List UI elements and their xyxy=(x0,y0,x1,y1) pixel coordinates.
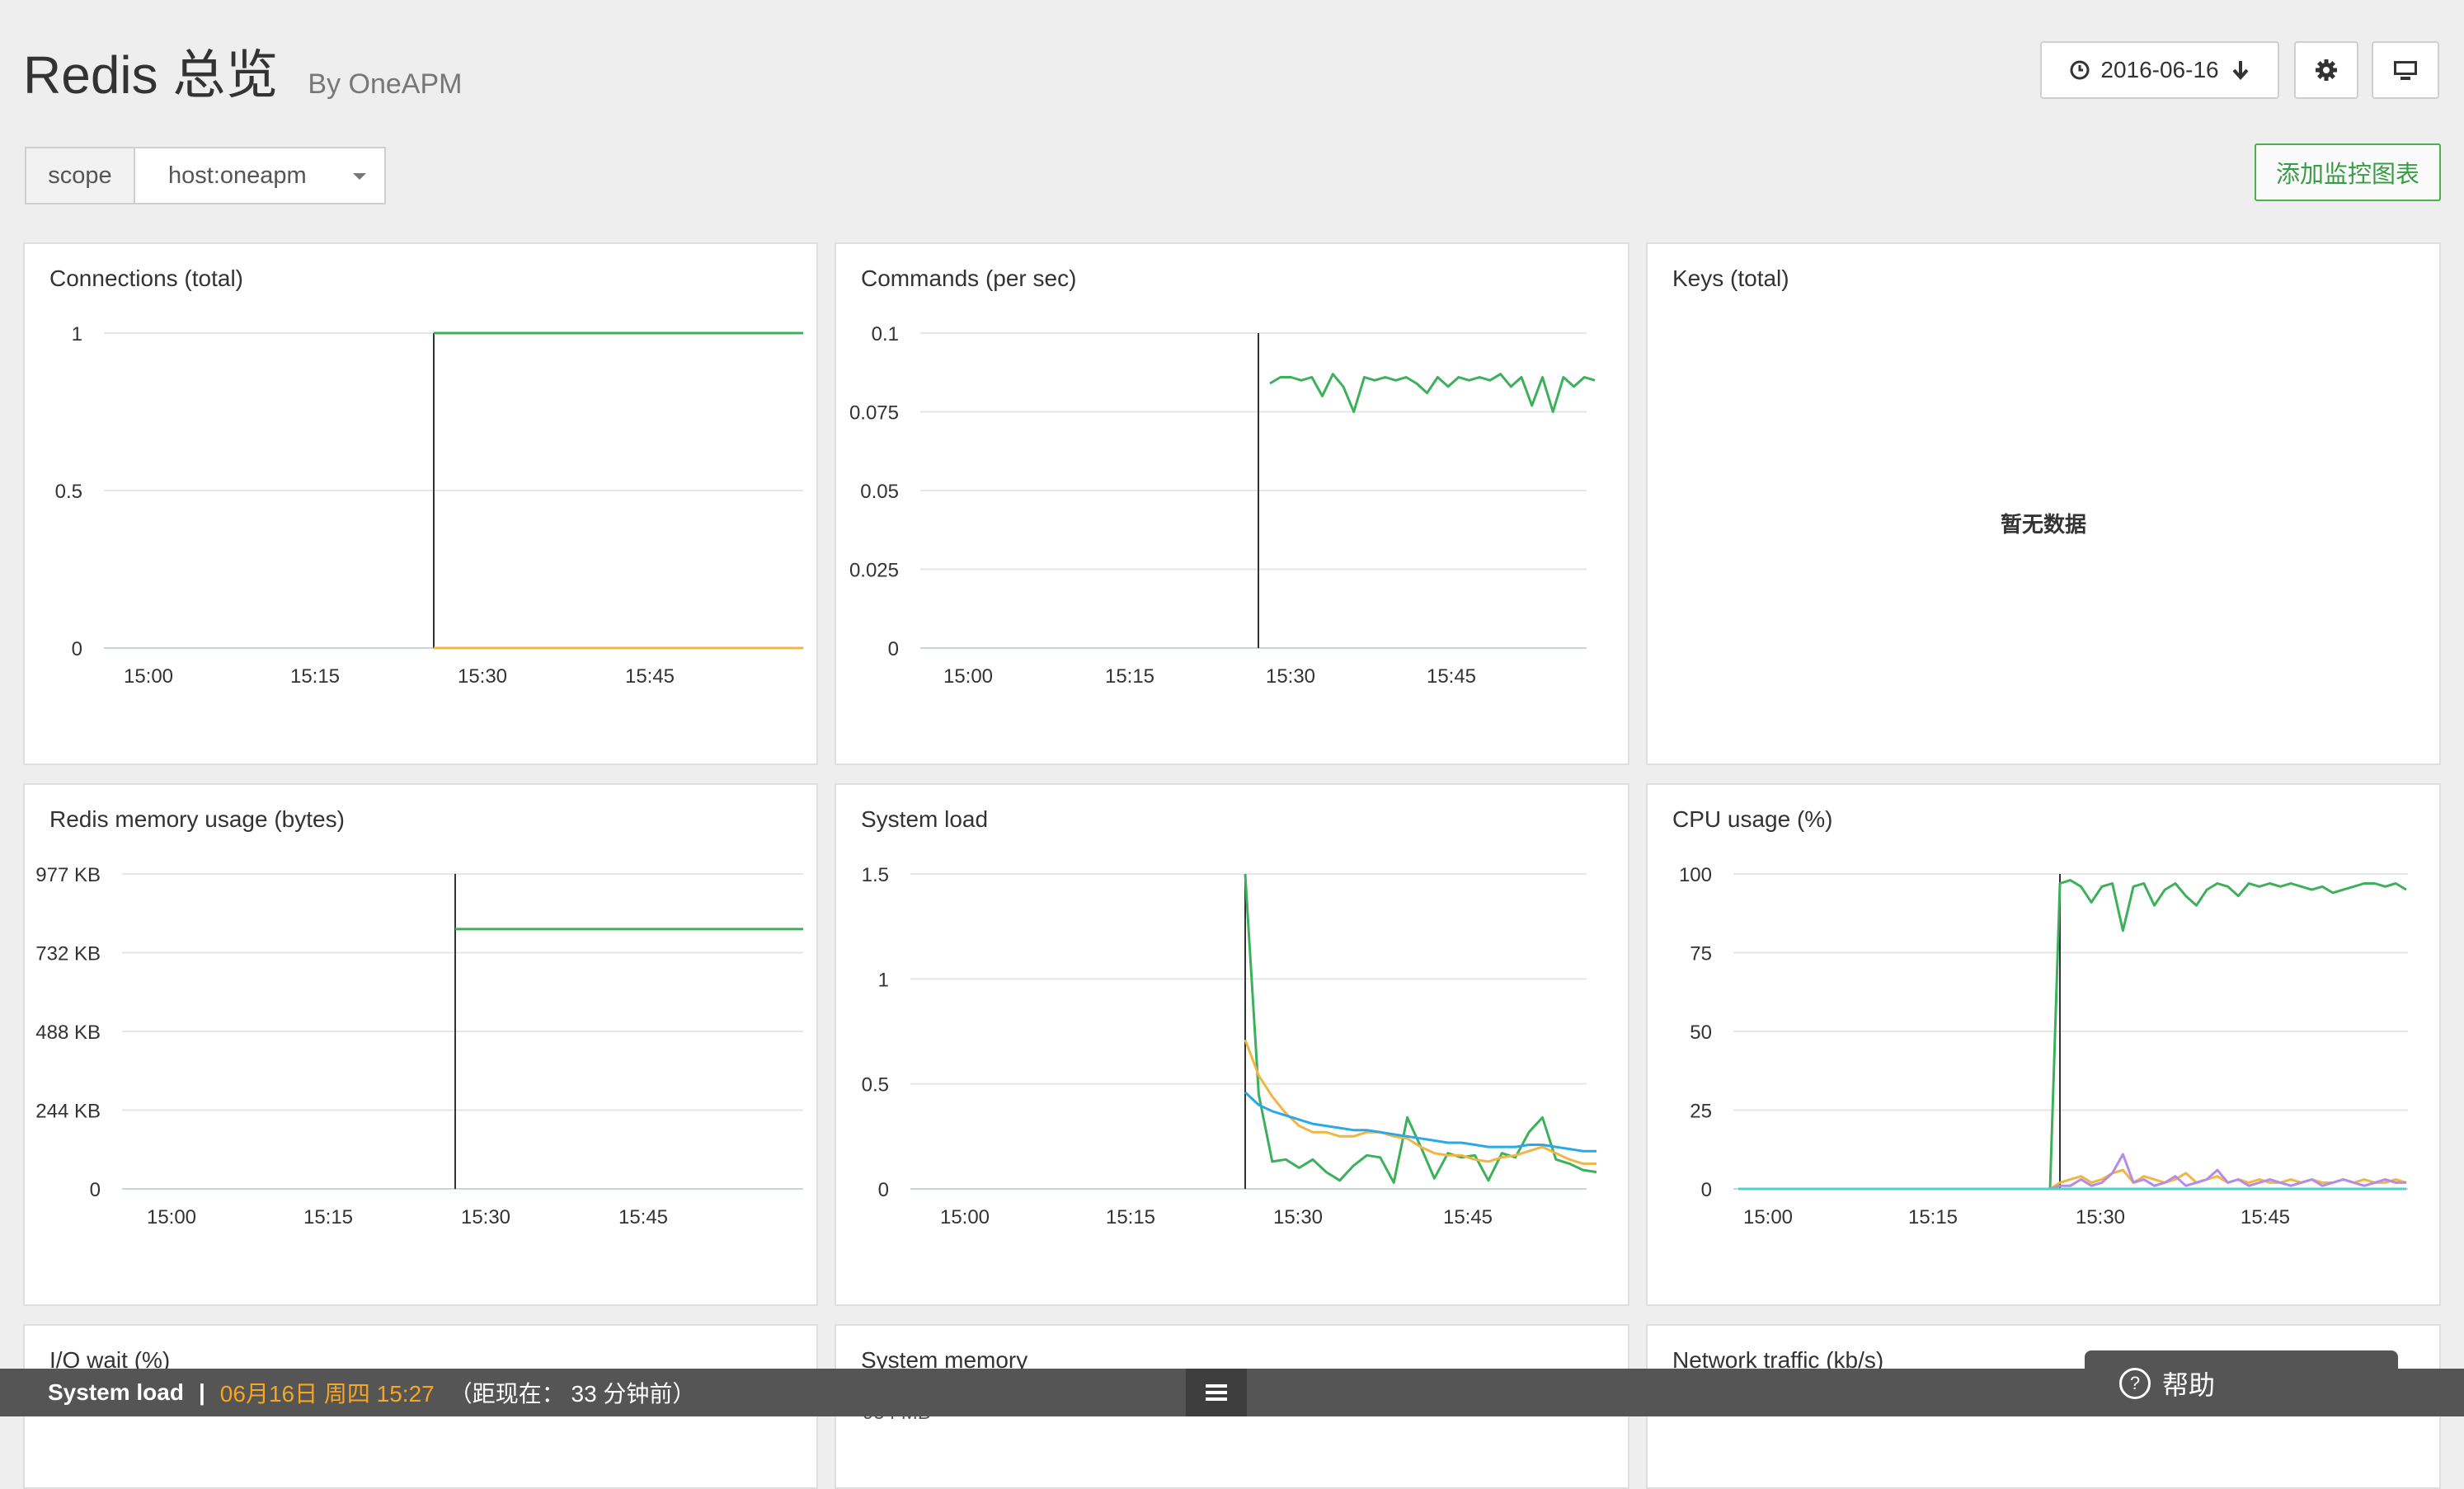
x-tick-label: 15:00 xyxy=(940,1206,990,1228)
gear-icon xyxy=(2316,59,2337,81)
status-ago: （距现在： 33 分钟前） xyxy=(449,1381,696,1407)
y-tick-label: 0.5 xyxy=(862,1074,889,1097)
scope-value: host:oneapm xyxy=(168,162,307,189)
x-tick-label: 15:45 xyxy=(1443,1206,1493,1228)
panel-title: Keys (total) xyxy=(1672,265,1789,291)
series-line-1 xyxy=(1244,1039,1596,1165)
chart-panel-cpu: CPU usage (%) 100 75 50 25 0 15:00 15:15 15:30 1… xyxy=(1646,783,2441,1306)
add-chart-button[interactable]: 添加监控图表 xyxy=(2255,143,2441,201)
scope-dropdown[interactable]: host:oneapm xyxy=(135,148,384,203)
y-tick-label: 0 xyxy=(90,1179,101,1201)
y-tick-label: 977 KB xyxy=(35,864,101,886)
status-separator: | xyxy=(198,1379,205,1405)
y-tick-label: 0.1 xyxy=(872,323,899,345)
x-tick-label: 15:00 xyxy=(147,1206,196,1228)
x-tick-label: 15:45 xyxy=(625,665,675,688)
clock-icon xyxy=(2070,60,2090,80)
scope-selector[interactable]: scope host:oneapm xyxy=(25,147,386,204)
x-tick-label: 15:15 xyxy=(290,665,340,688)
panel-title: Redis memory usage (bytes) xyxy=(49,806,345,832)
chart-panel-keys: Keys (total) 暂无数据 xyxy=(1646,242,2441,765)
y-tick-label: 488 KB xyxy=(35,1022,101,1044)
chart-panel-memory: Redis memory usage (bytes) 977 KB 732 KB 4… xyxy=(23,783,818,1306)
x-tick-label: 15:30 xyxy=(461,1206,510,1228)
chart-panel-commands: Commands (per sec) 0.1 0.075 0.05 0.025 0 15:… xyxy=(835,242,1629,765)
series-line-2 xyxy=(1244,1091,1596,1153)
fullscreen-button[interactable] xyxy=(2372,41,2439,99)
x-tick-label: 15:30 xyxy=(458,665,507,688)
series-line-0 xyxy=(1738,879,2407,1191)
status-bar-label: System load xyxy=(48,1379,184,1405)
chart-connections: 1 0.5 0 15:00 15:15 15:30 15:45 xyxy=(55,323,803,688)
y-tick-label: 100 xyxy=(1679,864,1712,886)
help-icon: ? xyxy=(2119,1368,2151,1399)
panel-title: Network traffic (kb/s) xyxy=(1672,1347,1884,1373)
help-label: 帮助 xyxy=(2162,1370,2216,1400)
y-tick-label: 0 xyxy=(878,1179,889,1201)
panel-title: System memory xyxy=(861,1347,1028,1373)
panel-title: Commands (per sec) xyxy=(861,265,1077,291)
x-tick-label: 15:45 xyxy=(618,1206,668,1228)
chart-panel-connections: Connections (total) 1 0.5 0 15:00 15:15 15:30… xyxy=(23,242,818,765)
y-tick-label: 0.05 xyxy=(860,481,899,503)
y-tick-label: 0.025 xyxy=(849,560,899,582)
page-title-text: Redis 总览 xyxy=(23,45,279,105)
x-tick-label: 15:15 xyxy=(1105,665,1154,688)
series-line-0 xyxy=(1244,873,1597,1184)
chart-memory: 977 KB 732 KB 488 KB 244 KB 0 15:00 15:15 15:30… xyxy=(35,864,803,1228)
chevron-down-icon xyxy=(353,173,366,180)
chart-cpu: 100 75 50 25 0 15:00 15:15 15:30 15:45 xyxy=(1679,864,2408,1228)
y-tick-label: 1 xyxy=(72,323,82,345)
x-tick-label: 15:30 xyxy=(1273,1206,1323,1228)
x-tick-label: 15:45 xyxy=(1427,665,1476,688)
monitor-icon xyxy=(2394,61,2417,80)
page-title: Redis 总览 By OneAPM xyxy=(23,33,462,109)
menu-button[interactable] xyxy=(1186,1369,1247,1416)
page-subtitle: By OneAPM xyxy=(308,68,463,100)
panel-title: System load xyxy=(861,806,989,832)
x-tick-label: 15:00 xyxy=(943,665,993,688)
y-tick-label: 0 xyxy=(72,638,82,660)
y-tick-label: 244 KB xyxy=(35,1101,101,1123)
y-tick-label: 0.5 xyxy=(55,481,82,503)
panel-title: CPU usage (%) xyxy=(1672,806,1833,832)
chart-panel-system-load: System load 1.5 1 0.5 0 15:00 15:15 15:30 15:45 xyxy=(835,783,1629,1306)
x-tick-label: 15:15 xyxy=(1106,1206,1155,1228)
date-label: 2016-06-16 xyxy=(2100,57,2219,82)
y-tick-label: 75 xyxy=(1690,943,1712,965)
no-data-message: 暂无数据 xyxy=(2000,512,2086,537)
panel-title: Connections (total) xyxy=(49,265,244,291)
date-picker-button[interactable]: 2016-06-16 xyxy=(2040,41,2279,99)
x-tick-label: 15:30 xyxy=(2076,1206,2125,1228)
x-tick-label: 15:00 xyxy=(124,665,173,688)
status-time: 06月16日 周四 15:27 xyxy=(219,1381,435,1407)
arrow-down-icon xyxy=(2232,61,2249,81)
x-tick-label: 15:30 xyxy=(1266,665,1315,688)
help-button[interactable]: ? 帮助 xyxy=(2085,1350,2398,1416)
y-tick-label: 732 KB xyxy=(35,943,101,965)
x-tick-label: 15:45 xyxy=(2241,1206,2290,1228)
menu-icon xyxy=(1206,1384,1227,1401)
settings-button[interactable] xyxy=(2294,41,2358,99)
y-tick-label: 0 xyxy=(888,638,899,660)
series-line-2 xyxy=(1738,1153,2406,1191)
y-tick-label: 50 xyxy=(1690,1022,1712,1044)
y-tick-label: 1.5 xyxy=(862,864,889,886)
scope-label: scope xyxy=(26,148,135,203)
y-tick-label: 1 xyxy=(878,969,889,991)
x-tick-label: 15:00 xyxy=(1743,1206,1793,1228)
x-tick-label: 15:15 xyxy=(303,1206,353,1228)
chart-commands: 0.1 0.075 0.05 0.025 0 15:00 15:15 15:30 15:45 xyxy=(849,323,1596,688)
y-tick-label: 0 xyxy=(1701,1179,1712,1201)
y-tick-label: 0.075 xyxy=(849,402,899,425)
panel-title: I/O wait (%) xyxy=(49,1347,171,1373)
series-line-0 xyxy=(1269,373,1596,413)
y-tick-label: 25 xyxy=(1690,1101,1712,1123)
x-tick-label: 15:15 xyxy=(1908,1206,1958,1228)
chart-system-load: 1.5 1 0.5 0 15:00 15:15 15:30 15:45 xyxy=(862,864,1597,1228)
